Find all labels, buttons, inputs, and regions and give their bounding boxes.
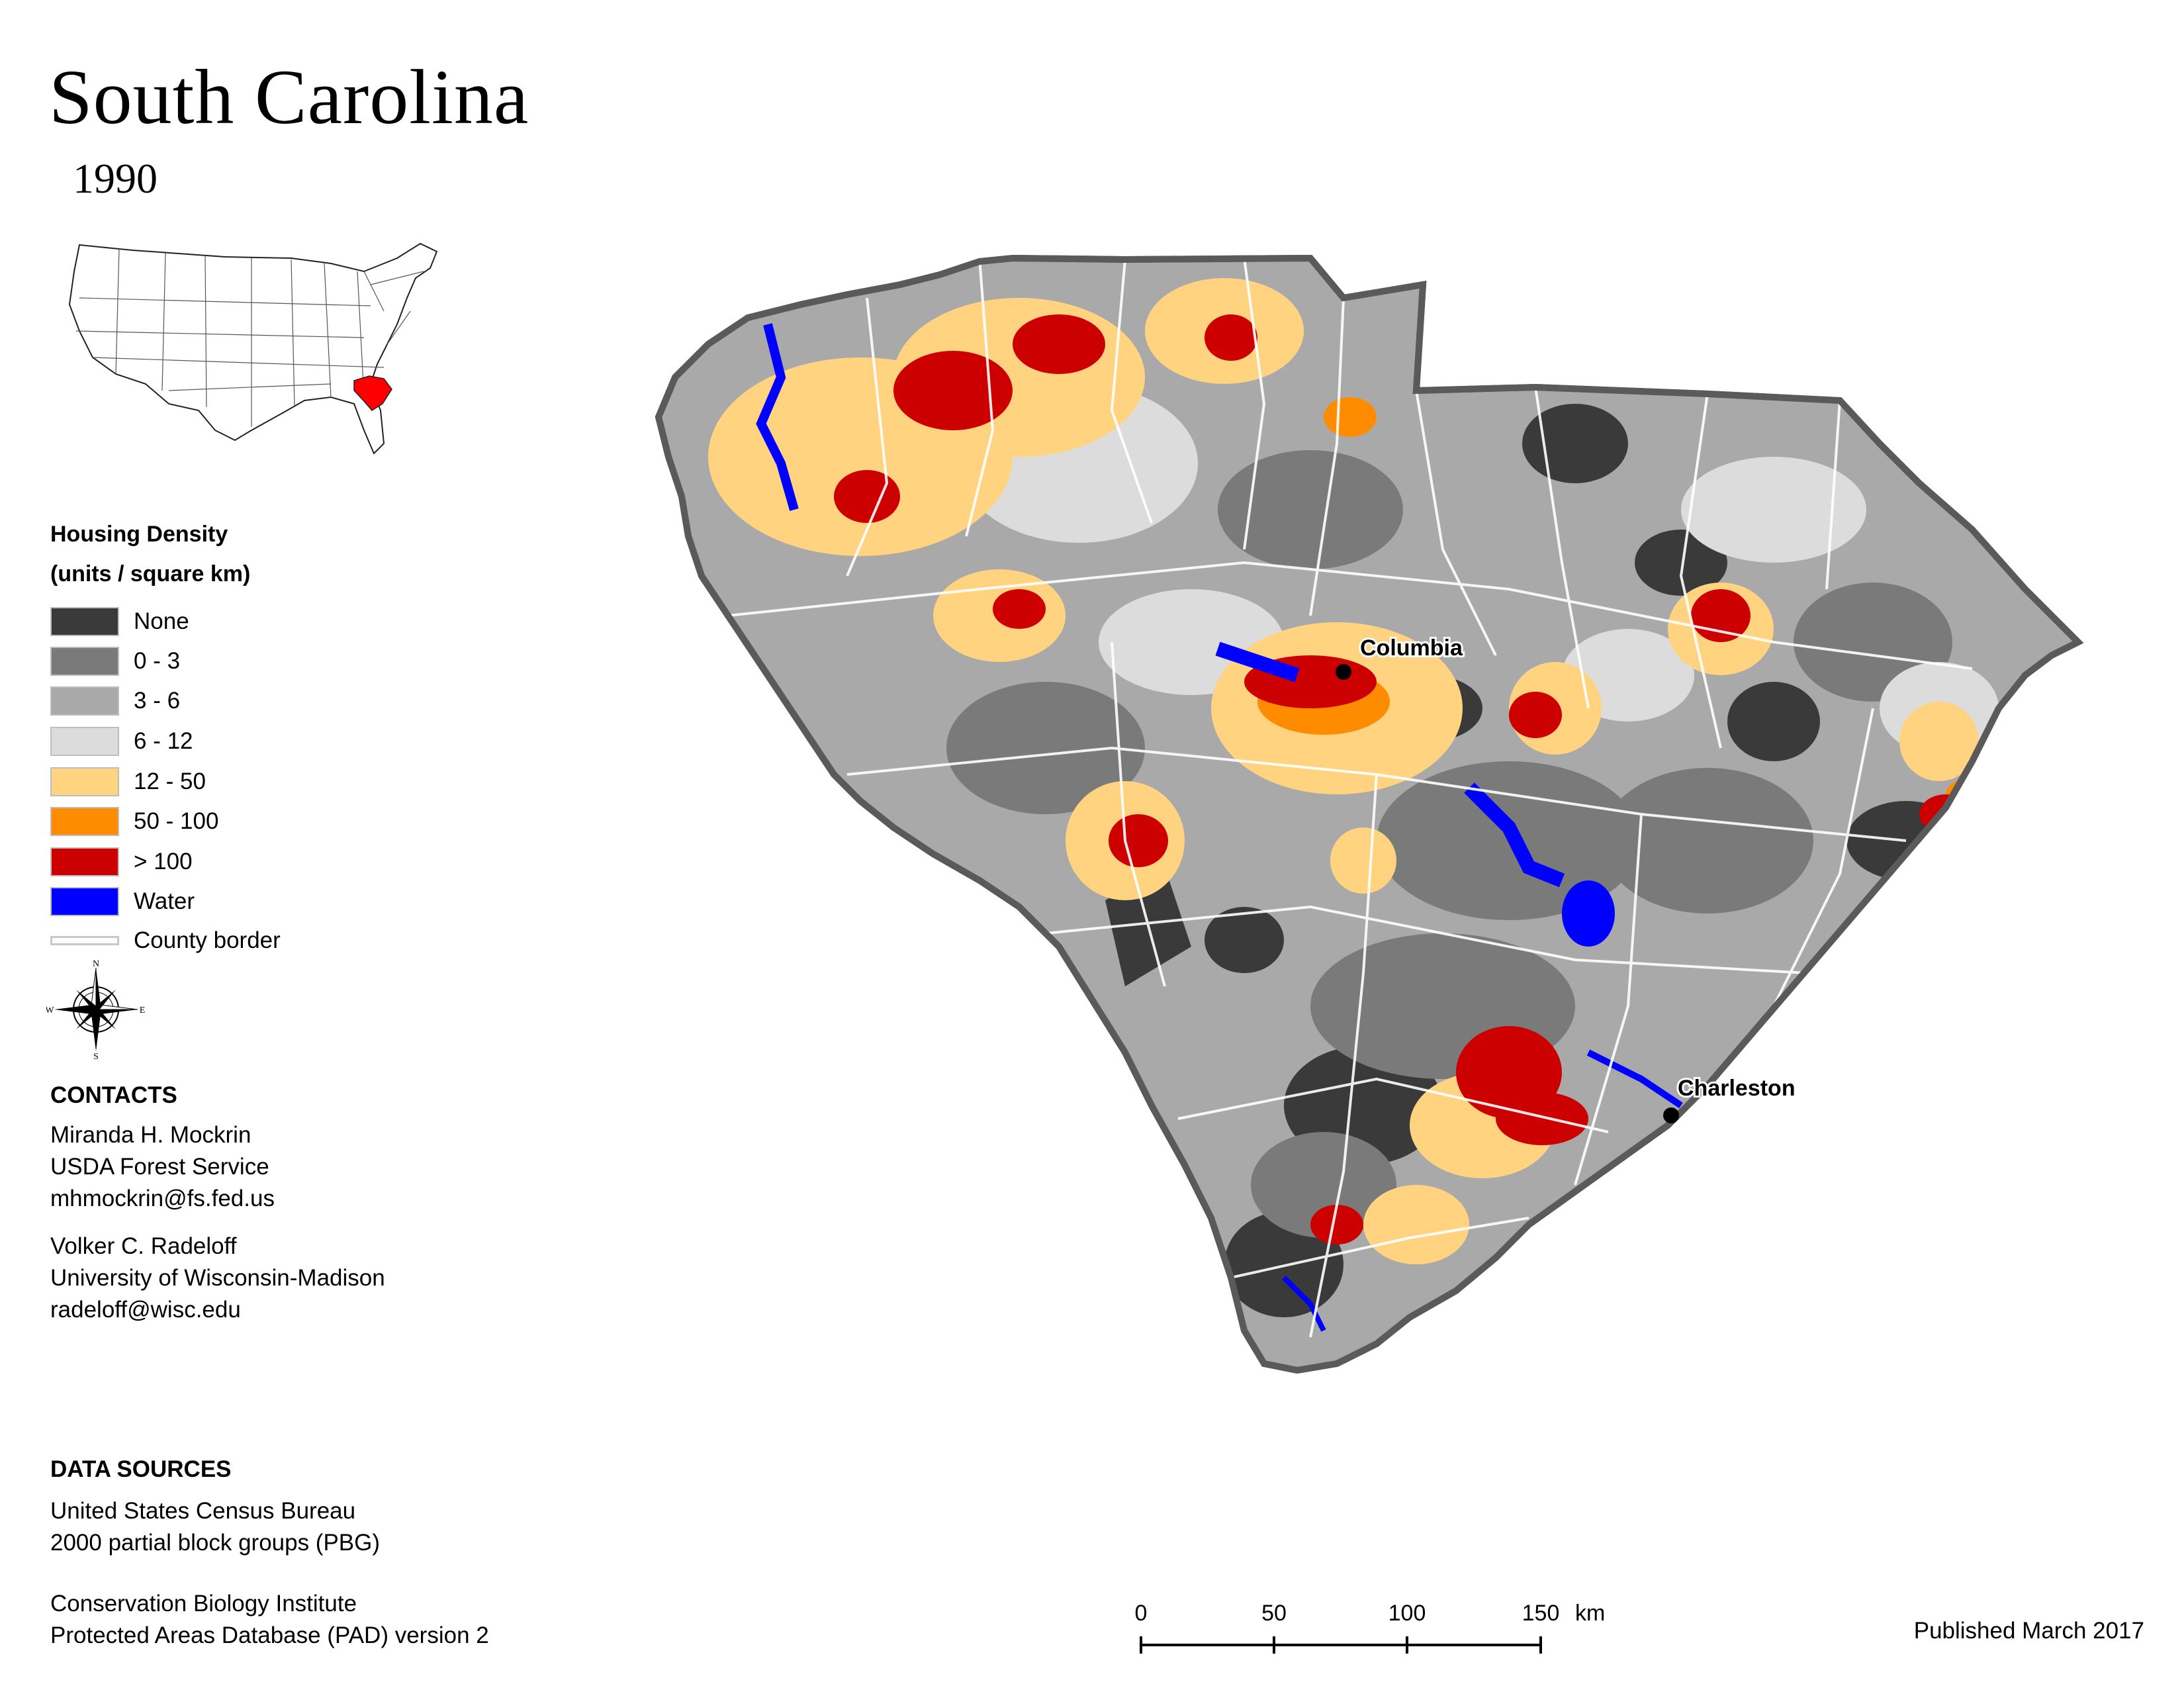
legend-label: 3 - 6 <box>134 688 181 714</box>
county-borders <box>727 258 1973 1338</box>
state-borders <box>75 248 424 427</box>
legend-label: 50 - 100 <box>134 808 219 834</box>
legend-subtitle: (units / square km) <box>50 561 251 586</box>
south-carolina-highlight <box>353 375 392 411</box>
legend-label: Water <box>134 888 195 914</box>
contact2-org: University of Wisconsin-Madison <box>50 1265 385 1291</box>
contact2-name: Volker C. Radeloff <box>50 1233 237 1259</box>
legend-swatch <box>50 807 119 836</box>
legend-label: County border <box>134 927 281 953</box>
scale-bar: 0 50 100 150 km <box>1135 1601 1605 1654</box>
legend-label: 0 - 3 <box>134 648 181 674</box>
contact1-org: USDA Forest Service <box>50 1154 269 1180</box>
legend-swatch <box>50 727 119 756</box>
charleston-marker <box>1663 1107 1679 1123</box>
contact2-email[interactable]: radeloff@wisc.edu <box>50 1297 241 1323</box>
legend-label: 12 - 50 <box>134 769 206 794</box>
legend-item-6-12: 6 - 12 <box>50 726 193 757</box>
columbia-marker <box>1336 664 1351 680</box>
legend-item-3-6: 3 - 6 <box>50 685 180 717</box>
legend-label: 6 - 12 <box>134 728 193 754</box>
county-border-swatch <box>50 936 119 945</box>
scale-unit: km <box>1575 1601 1605 1626</box>
city-label-charleston: Charleston <box>1678 1076 1796 1101</box>
source2-line1: Conservation Biology Institute <box>50 1591 357 1617</box>
source1-line2: 2000 partial block groups (PBG) <box>50 1530 381 1556</box>
compass-e: E <box>140 1006 146 1015</box>
legend-swatch <box>50 847 119 876</box>
source2-line2: Protected Areas Database (PAD) version 2 <box>50 1622 489 1648</box>
usa-outline <box>68 242 438 455</box>
legend-swatch <box>50 607 119 636</box>
legend-item-12-50: 12 - 50 <box>50 766 206 798</box>
compass-n: N <box>93 960 99 969</box>
south-carolina-map: Columbia Charleston <box>649 245 2091 1397</box>
compass-w: W <box>46 1006 54 1015</box>
map-title: South Carolina <box>49 54 529 140</box>
legend-swatch <box>50 767 119 796</box>
source1-line1: United States Census Bureau <box>50 1498 356 1524</box>
legend-item-none: None <box>50 606 189 637</box>
scale-tick-100: 100 <box>1388 1601 1426 1626</box>
contacts-heading: CONTACTS <box>50 1082 177 1108</box>
map-year: 1990 <box>73 155 158 202</box>
contact1-name: Miranda H. Mockrin <box>50 1122 251 1148</box>
legend-item-water: Water <box>50 886 195 917</box>
legend-swatch <box>50 887 119 916</box>
legend-item-over-100: > 100 <box>50 846 193 878</box>
data-sources-heading: DATA SOURCES <box>50 1456 232 1482</box>
usa-inset-map <box>68 242 438 455</box>
compass-rose-icon: N S E W <box>46 960 146 1059</box>
scale-tick-50: 50 <box>1261 1601 1287 1626</box>
contact1-email[interactable]: mhmockrin@fs.fed.us <box>50 1186 275 1211</box>
compass-s: S <box>93 1052 99 1059</box>
city-label-columbia: Columbia <box>1360 635 1463 661</box>
scale-tick-0: 0 <box>1135 1601 1148 1626</box>
legend-label: None <box>134 608 189 634</box>
legend-item-county-border: County border <box>50 925 281 957</box>
legend-item-0-3: 0 - 3 <box>50 645 180 677</box>
legend-swatch <box>50 647 119 676</box>
legend-swatch <box>50 686 119 716</box>
legend-label: > 100 <box>134 849 193 874</box>
legend-title: Housing Density <box>50 522 228 547</box>
legend-item-50-100: 50 - 100 <box>50 806 218 837</box>
density-patches <box>708 278 2028 1332</box>
published-date: Published March 2017 <box>1913 1618 2144 1644</box>
scale-tick-150: 150 <box>1522 1601 1560 1626</box>
